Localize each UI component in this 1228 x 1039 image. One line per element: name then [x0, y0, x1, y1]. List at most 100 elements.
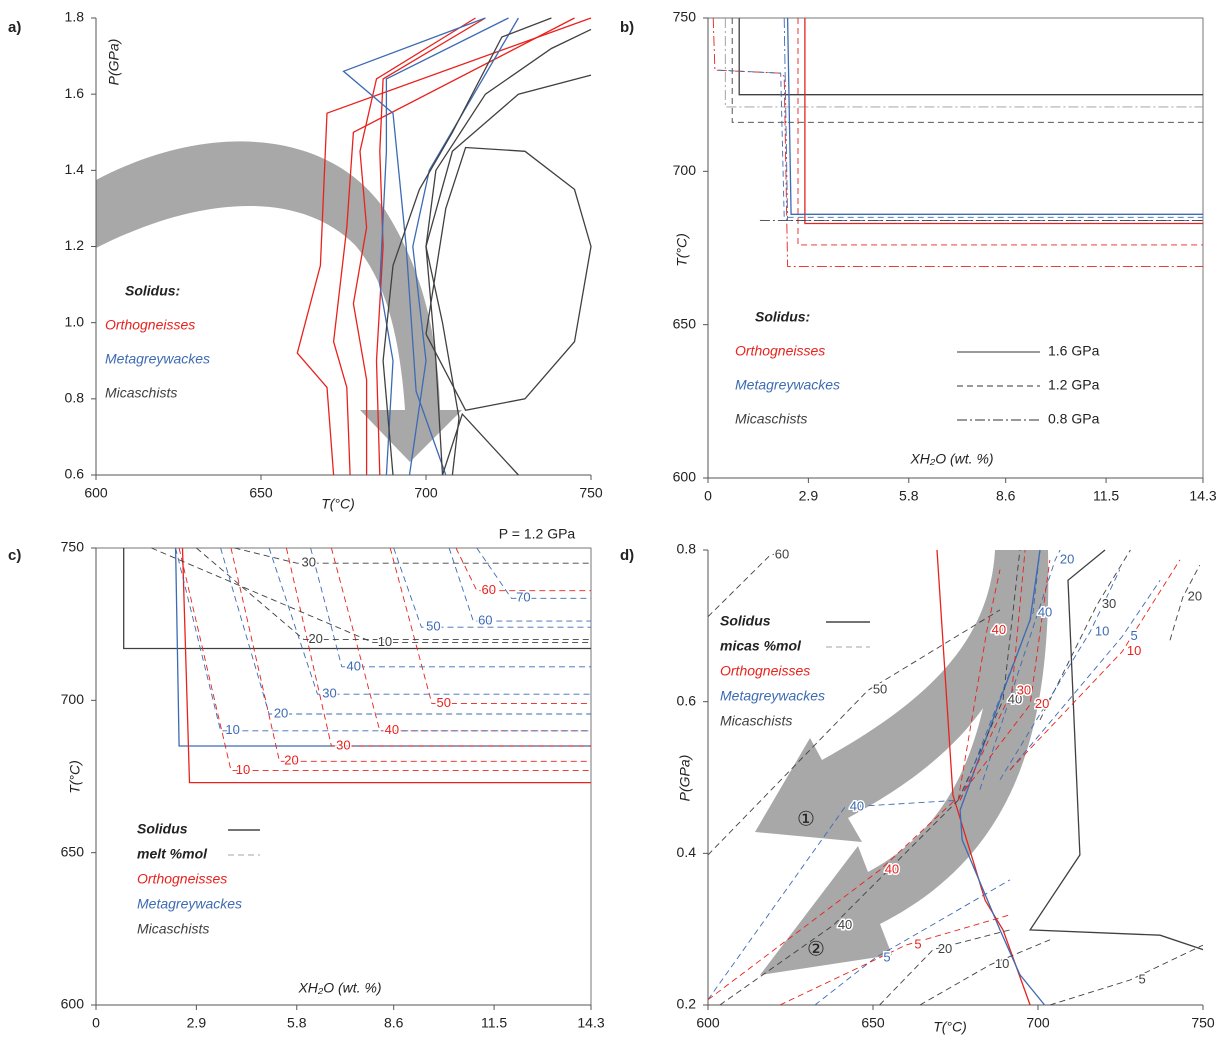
curve — [964, 559, 1051, 790]
curve — [1169, 564, 1201, 641]
curve — [268, 547, 591, 695]
y-tick-label: 1.0 — [65, 313, 85, 329]
legend-style-label: Solidus — [137, 821, 188, 837]
curve — [382, 17, 552, 476]
y-axis-label: T(°C) — [67, 760, 83, 794]
y-tick-label: 1.2 — [65, 237, 85, 253]
legend-entry: Micaschists — [137, 921, 209, 937]
x-tick-label: 2.9 — [799, 488, 819, 504]
panel-label: c) — [8, 547, 21, 564]
y-tick-label: 1.8 — [65, 9, 85, 25]
x-tick-label: 11.5 — [481, 1015, 507, 1031]
isopleth-label: 5 — [883, 949, 890, 964]
y-tick-label: 0.8 — [65, 390, 85, 406]
x-tick-label: 600 — [696, 1015, 720, 1031]
curve — [332, 17, 575, 476]
x-axis-label: XH₂O (wt. %) — [297, 980, 381, 996]
curve — [979, 549, 1061, 790]
legend-entry: Metagreywackes — [720, 688, 825, 704]
curve — [957, 549, 1021, 801]
path-number: ② — [807, 938, 825, 960]
y-axis-label: T(°C) — [674, 233, 690, 267]
curve — [1009, 580, 1161, 771]
x-tick-label: 650 — [861, 1015, 885, 1031]
y-tick-label: 1.6 — [65, 85, 85, 101]
x-tick-label: 14.3 — [577, 1015, 604, 1031]
pt-path-arrow — [755, 550, 1032, 842]
curve — [196, 547, 591, 640]
x-tick-label: 2.9 — [187, 1015, 207, 1031]
isopleth-label: 5 — [1131, 628, 1138, 643]
legend-style-label: micas %mol — [720, 638, 802, 654]
isopleth-label: 20 — [308, 631, 322, 646]
curve — [738, 18, 1203, 96]
panel-label: d) — [620, 547, 634, 564]
curve — [724, 18, 1203, 108]
curve — [718, 69, 1203, 218]
isopleth-label: 40 — [347, 658, 361, 673]
path-number: ① — [797, 808, 815, 830]
curve — [389, 547, 591, 704]
y-tick-label: 0.8 — [677, 541, 697, 557]
isopleth-label: 10 — [1127, 643, 1141, 658]
pressure-note: P = 1.2 GPa — [499, 526, 576, 542]
legend-entry: Orthogneisses — [137, 871, 227, 887]
y-tick-label: 750 — [61, 539, 85, 555]
legend-entry: Metagreywackes — [137, 896, 242, 912]
curve — [181, 547, 591, 784]
curve — [330, 547, 591, 732]
x-tick-label: 8.6 — [384, 1015, 404, 1031]
curve — [425, 146, 592, 412]
y-tick-label: 600 — [61, 996, 85, 1012]
legend-entry: Micaschists — [735, 411, 807, 427]
curve — [959, 549, 1041, 801]
isopleth-label: 10 — [236, 762, 250, 777]
x-tick-label: 8.6 — [996, 488, 1016, 504]
isopleth-label: 5 — [914, 937, 921, 952]
curve — [999, 569, 1121, 781]
curve — [285, 547, 591, 747]
isopleth-label: 40 — [992, 622, 1006, 637]
legend-entry: Metagreywackes — [105, 351, 210, 367]
curve — [879, 929, 1011, 1006]
panel-label: a) — [8, 19, 21, 36]
curve — [175, 547, 591, 732]
y-axis-label: P(GPa) — [677, 755, 693, 802]
isopleth-label: 30 — [322, 686, 336, 701]
isopleth-label: 40 — [1008, 692, 1022, 707]
isopleth-label: 20 — [284, 753, 298, 768]
isopleth-label: 20 — [938, 941, 952, 956]
legend-title: Solidus: — [125, 283, 180, 299]
isopleth-label: 30 — [1017, 682, 1031, 697]
y-tick-label: 0.2 — [677, 996, 697, 1012]
y-tick-label: 0.6 — [677, 692, 697, 708]
legend-entry: Micaschists — [720, 713, 792, 729]
curve — [814, 879, 1011, 1006]
x-tick-label: 11.5 — [1093, 488, 1119, 504]
isopleth-label: 50 — [426, 619, 440, 634]
curve — [712, 17, 1203, 267]
panel-label: b) — [620, 19, 634, 36]
curve — [959, 549, 1026, 801]
curve — [448, 547, 591, 622]
pt-path-arrow — [96, 141, 462, 462]
isopleth-label: 40 — [385, 722, 399, 737]
curve — [151, 547, 591, 643]
isopleth-label: 20 — [1060, 551, 1074, 566]
curve — [779, 914, 1011, 1006]
curve — [936, 549, 1031, 1006]
x-tick-label: 0 — [92, 1015, 100, 1031]
y-tick-label: 0.6 — [65, 466, 85, 482]
curve — [1039, 549, 1131, 721]
x-tick-label: 600 — [84, 485, 108, 501]
legend-entry: Orthogneisses — [105, 317, 195, 333]
curve — [797, 18, 1203, 246]
isopleth-label: 40 — [838, 917, 852, 932]
isopleth-label: 10 — [1095, 623, 1109, 638]
isopleth-label: 30 — [336, 737, 350, 752]
curve — [296, 17, 592, 476]
curve — [786, 17, 1203, 215]
curve — [476, 547, 591, 599]
isopleth-label: 60 — [478, 613, 492, 628]
